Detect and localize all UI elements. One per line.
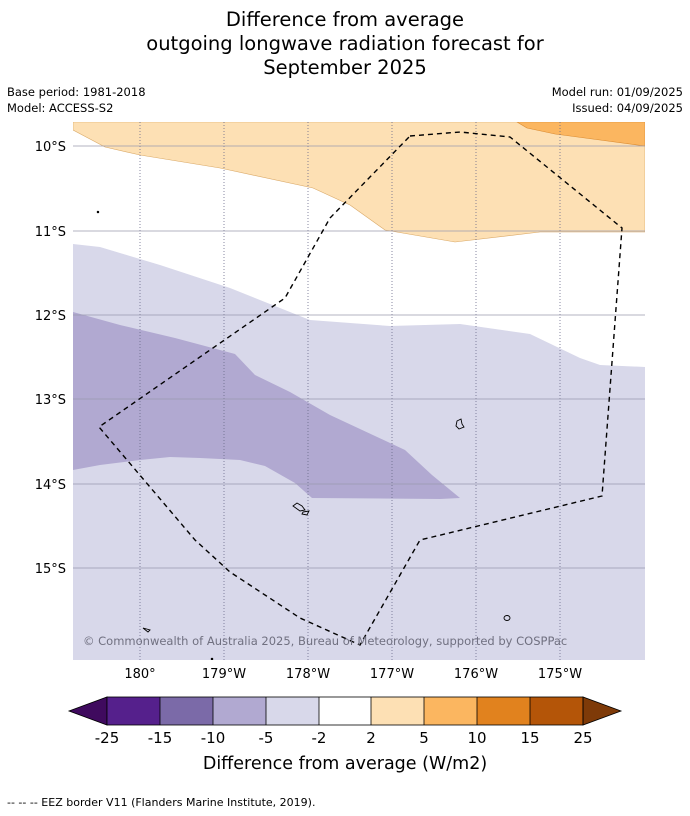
eez-border-footnote: -- -- -- EEZ border V11 (Flanders Marine…: [7, 796, 316, 809]
colorbar-tick-label: 15: [520, 729, 539, 747]
lat-label-13s: 13°S: [35, 393, 66, 408]
title-line-3: September 2025: [263, 56, 427, 79]
colorbar-tick-label: 2: [366, 729, 376, 747]
title-line-1: Difference from average: [225, 8, 465, 31]
island-outline: [96, 210, 100, 214]
colorbar-segment: [477, 697, 530, 725]
lon-label-178w: 178°W: [286, 667, 330, 682]
lat-label-15s: 15°S: [35, 562, 66, 577]
colorbar-title: Difference from average (W/m2): [203, 754, 487, 774]
colorbar-high-extension: [582, 696, 623, 726]
island-outline: [503, 615, 511, 621]
colorbar-segment: [530, 697, 583, 725]
colorbar-tick-label: -2: [312, 729, 327, 747]
latitude-gridlines: [73, 145, 645, 569]
lon-label-177w: 177°W: [370, 667, 414, 682]
lon-label-180: 180°: [124, 667, 155, 682]
model-info-right: Model run: 01/09/2025 Issued: 04/09/2025: [552, 84, 683, 116]
island-outline: [142, 627, 151, 633]
colorbar-tick-label: -25: [95, 729, 120, 747]
colorbar-frame: [106, 696, 584, 726]
lat-label-10s: 10°S: [35, 140, 66, 155]
orange-anomaly-region: [516, 122, 645, 147]
model-name: Model: ACCESS-S2: [7, 101, 114, 115]
purple-anomaly-region: [73, 312, 460, 499]
base-period: Base period: 1981-2018: [7, 85, 146, 99]
colorbar-segment: [424, 697, 477, 725]
colorbar-segment: [371, 697, 424, 725]
island-outlines: [96, 210, 511, 660]
latitude-labels: 10°S 11°S 12°S 13°S 14°S 15°S: [35, 140, 66, 577]
lat-label-12s: 12°S: [35, 309, 66, 324]
colorbar-segment: [319, 697, 371, 725]
colorbar-segment: [160, 697, 213, 725]
colorbar-tick-label: 25: [573, 729, 592, 747]
island-outline: [301, 510, 310, 516]
colorbar-low-extension: [67, 696, 108, 726]
issued-date: Issued: 04/09/2025: [572, 101, 683, 115]
island-outline: [292, 502, 306, 512]
model-run: Model run: 01/09/2025: [551, 85, 683, 99]
colorbar: -25 -15 -10 -5 -2 2 5 10 15 25 Differenc…: [67, 696, 623, 774]
lat-label-14s: 14°S: [35, 478, 66, 493]
colorbar-tick-label: -10: [201, 729, 226, 747]
colorbar-segment: [107, 697, 160, 725]
colorbar-tick-label: -15: [148, 729, 173, 747]
island-outline: [455, 418, 465, 430]
lat-label-11s: 11°S: [35, 225, 66, 240]
title-line-2: outgoing longwave radiation forecast for: [146, 32, 544, 55]
colorbar-tick-label: -5: [259, 729, 274, 747]
colorbar-segment: [266, 697, 319, 725]
colorbar-tick-label: 10: [467, 729, 486, 747]
lon-label-175w: 175°W: [538, 667, 582, 682]
lon-label-176w: 176°W: [454, 667, 498, 682]
longitude-labels: 180° 179°W 178°W 177°W 176°W 175°W: [124, 667, 582, 682]
colorbar-tick-label: 5: [419, 729, 429, 747]
map-area: © Commonwealth of Australia 2025, Bureau…: [73, 122, 645, 660]
light-orange-anomaly-region: [73, 122, 645, 243]
island-outline: [210, 657, 214, 660]
colorbar-segment: [213, 697, 266, 725]
copyright-notice: © Commonwealth of Australia 2025, Bureau…: [83, 634, 567, 648]
model-info-left: Base period: 1981-2018 Model: ACCESS-S2: [7, 84, 146, 116]
map-title: Difference from average outgoing longwav…: [0, 8, 690, 80]
lon-label-179w: 179°W: [202, 667, 246, 682]
